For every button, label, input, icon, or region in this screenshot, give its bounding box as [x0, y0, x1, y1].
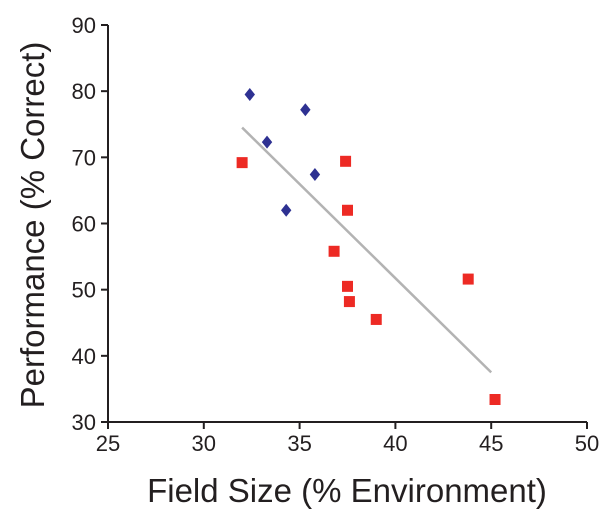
y-axis-title: Performance (% Correct)	[14, 42, 51, 409]
x-tick-label: 30	[192, 431, 216, 456]
x-tick-label: 35	[287, 431, 311, 456]
x-tick-label: 50	[575, 431, 599, 456]
data-points-layer	[236, 87, 501, 406]
y-tick-label: 70	[72, 145, 96, 170]
data-point-square	[340, 155, 352, 167]
data-point-square	[489, 394, 501, 406]
data-point-diamond	[280, 203, 292, 217]
y-tick-label: 60	[72, 212, 96, 237]
data-point-square	[370, 313, 382, 325]
y-tick-label: 80	[72, 79, 96, 104]
data-point-square	[462, 273, 474, 285]
data-point-square	[342, 204, 353, 216]
y-tick-label: 30	[72, 410, 96, 435]
y-tick-label: 50	[72, 278, 96, 303]
data-point-square	[343, 296, 355, 308]
x-axis-title: Field Size (% Environment)	[147, 472, 547, 509]
data-point-square	[342, 280, 353, 292]
data-point-square	[236, 157, 248, 169]
x-tick-label: 45	[479, 431, 503, 456]
y-tick-label: 40	[72, 344, 96, 369]
data-point-diamond	[309, 168, 321, 182]
trendline-layer	[241, 126, 493, 374]
series-diamond	[244, 87, 321, 217]
data-point-diamond	[244, 87, 255, 101]
x-tick-label: 25	[96, 431, 120, 456]
x-tick-label: 40	[383, 431, 407, 456]
series-square	[236, 155, 501, 406]
trendline	[241, 126, 493, 374]
data-point-square	[328, 245, 340, 257]
y-tick-label: 90	[72, 13, 96, 38]
data-point-diamond	[300, 103, 311, 117]
data-point-diamond	[261, 135, 273, 149]
